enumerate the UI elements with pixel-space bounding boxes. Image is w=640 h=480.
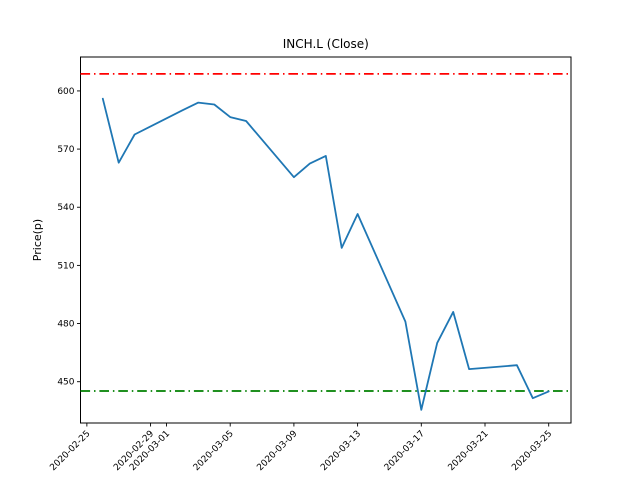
x-tick-label: 2020-03-13: [319, 429, 363, 473]
y-tick-label: 450: [57, 378, 74, 388]
x-tick-label: 2020-03-21: [447, 429, 491, 473]
x-tick-label: 2020-03-05: [192, 429, 236, 473]
threshold-lines: [80, 73, 571, 392]
chart-title: INCH.L (Close): [283, 37, 369, 51]
y-tick-label: 570: [57, 145, 74, 155]
y-tick-label: 600: [57, 87, 74, 97]
x-tick-label: 2020-02-25: [48, 429, 92, 473]
y-tick-label: 480: [57, 320, 74, 330]
x-tick-label: 2020-03-25: [510, 429, 554, 473]
y-axis-ticks: 450 480 510 540 570 600: [57, 87, 81, 388]
price-line: [101, 97, 550, 411]
x-tick-label: 2020-03-09: [255, 429, 299, 473]
plot-frame: [80, 56, 572, 424]
price-line-group: [101, 97, 550, 411]
x-tick-label: 2020-03-17: [383, 429, 427, 473]
y-tick-label: 510: [57, 261, 74, 271]
y-tick-label: 540: [57, 203, 74, 213]
y-axis-label: Price(p): [31, 219, 44, 261]
